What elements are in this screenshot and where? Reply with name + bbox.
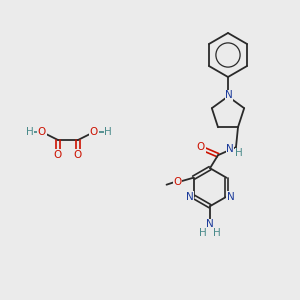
Text: N: N [226, 144, 234, 154]
Text: O: O [38, 127, 46, 137]
Text: N: N [186, 192, 194, 202]
Text: H: H [26, 127, 34, 137]
Text: H: H [213, 228, 221, 238]
Text: O: O [90, 127, 98, 137]
Text: H: H [199, 228, 207, 238]
Text: N: N [225, 90, 233, 100]
Text: O: O [74, 150, 82, 160]
Text: O: O [173, 177, 182, 187]
Text: O: O [54, 150, 62, 160]
Text: H: H [235, 148, 243, 158]
Text: N: N [226, 192, 234, 202]
Text: O: O [197, 142, 205, 152]
Text: N: N [206, 219, 214, 229]
Text: H: H [104, 127, 112, 137]
